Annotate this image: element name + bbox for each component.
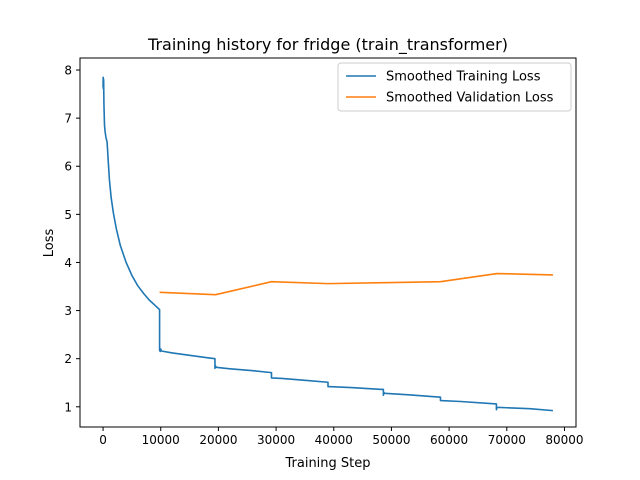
y-tick-label: 8 bbox=[64, 64, 72, 78]
series-layer bbox=[102, 76, 553, 412]
x-tick-label: 40000 bbox=[315, 433, 353, 447]
legend-label-validation: Smoothed Validation Loss bbox=[386, 91, 554, 106]
y-tick-label: 2 bbox=[64, 352, 72, 366]
y-tick-label: 3 bbox=[64, 304, 72, 318]
y-axis-ticks: 1 2 3 4 5 6 7 8 bbox=[64, 64, 80, 414]
plot-frame bbox=[79, 57, 577, 428]
y-tick-label: 5 bbox=[64, 208, 72, 222]
legend-label-training: Smoothed Training Loss bbox=[386, 70, 541, 85]
chart-title: Training history for fridge (train_trans… bbox=[147, 35, 508, 55]
y-tick-label: 4 bbox=[64, 256, 72, 270]
x-axis-ticks: 0 10000 20000 30000 40000 50000 60000 70000 8000… bbox=[99, 427, 584, 447]
legend: Smoothed Training Loss Smoothed Validati… bbox=[337, 62, 572, 112]
series-line-validation bbox=[159, 272, 553, 296]
y-axis-label: Loss bbox=[42, 229, 57, 258]
x-tick-label: 80000 bbox=[545, 433, 583, 447]
series-line-training bbox=[102, 76, 553, 412]
x-tick-label: 20000 bbox=[199, 433, 237, 447]
x-axis-label: Training Step bbox=[284, 456, 370, 471]
x-tick-label: 0 bbox=[99, 433, 107, 447]
y-tick-label: 1 bbox=[64, 400, 72, 414]
x-tick-label: 30000 bbox=[257, 433, 295, 447]
x-tick-label: 60000 bbox=[430, 433, 468, 447]
y-tick-label: 7 bbox=[64, 112, 72, 126]
x-tick-label: 70000 bbox=[488, 433, 526, 447]
x-tick-label: 10000 bbox=[142, 433, 180, 447]
y-tick-label: 6 bbox=[64, 160, 72, 174]
legend-box bbox=[337, 62, 572, 112]
x-tick-label: 50000 bbox=[372, 433, 410, 447]
